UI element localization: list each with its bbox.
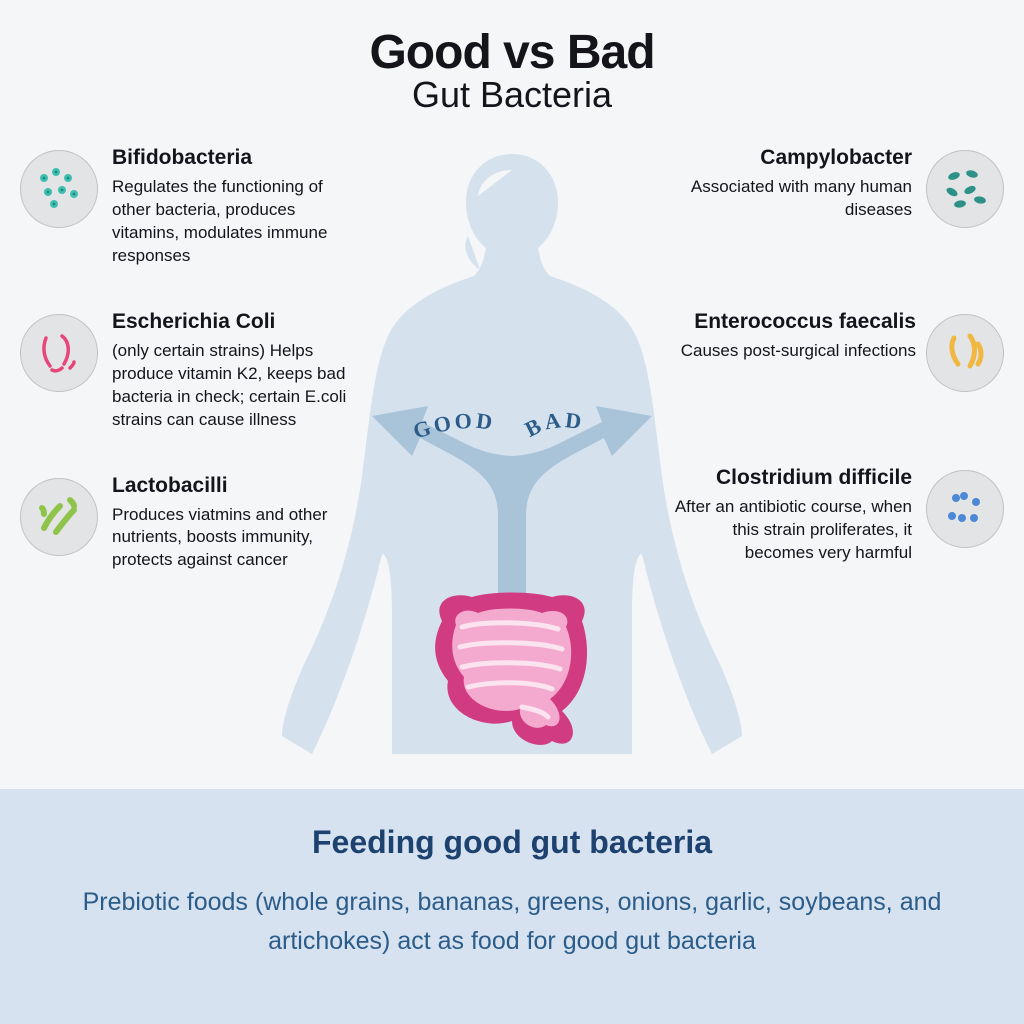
bad-item-campylobacter: Campylobacter Associated with many human… xyxy=(674,146,1004,228)
bad-bacteria-column: Campylobacter Associated with many human… xyxy=(674,146,1004,565)
footer-body: Prebiotic foods (whole grains, bananas, … xyxy=(80,883,944,961)
item-name: Enterococcus faecalis xyxy=(674,310,916,334)
campylobacter-icon xyxy=(926,150,1004,228)
item-desc: Causes post-surgical infections xyxy=(674,340,916,363)
item-desc: Regulates the functioning of other bacte… xyxy=(112,176,350,268)
footer-band: Feeding good gut bacteria Prebiotic food… xyxy=(0,789,1024,1024)
bifidobacteria-icon xyxy=(20,150,98,228)
good-bacteria-column: Bifidobacteria Regulates the functioning… xyxy=(20,146,350,572)
title-subtitle: Gut Bacteria xyxy=(0,74,1024,116)
item-desc: Associated with many human diseases xyxy=(674,176,912,222)
enterococcus-icon xyxy=(926,314,1004,392)
bad-item-enterococcus: Enterococcus faecalis Causes post-surgic… xyxy=(674,310,1004,392)
good-item-lactobacilli: Lactobacilli Produces viatmins and other… xyxy=(20,474,350,573)
lactobacilli-icon xyxy=(20,478,98,556)
item-name: Clostridium difficile xyxy=(674,466,912,490)
content-area: GOOD BAD xyxy=(0,116,1024,756)
body-silhouette: GOOD BAD xyxy=(282,136,742,756)
ecoli-icon xyxy=(20,314,98,392)
item-desc: After an antibiotic course, when this st… xyxy=(674,496,912,565)
item-name: Lactobacilli xyxy=(112,474,350,498)
good-item-bifidobacteria: Bifidobacteria Regulates the functioning… xyxy=(20,146,350,268)
item-name: Bifidobacteria xyxy=(112,146,350,170)
item-name: Escherichia Coli xyxy=(112,310,350,334)
item-desc: (only certain strains) Helps produce vit… xyxy=(112,340,350,432)
bad-item-cdiff: Clostridium difficile After an antibioti… xyxy=(674,466,1004,565)
title-block: Good vs Bad Gut Bacteria xyxy=(0,0,1024,116)
cdiff-icon xyxy=(926,470,1004,548)
footer-title: Feeding good gut bacteria xyxy=(80,824,944,861)
title-main: Good vs Bad xyxy=(0,25,1024,80)
good-item-ecoli: Escherichia Coli (only certain strains) … xyxy=(20,310,350,432)
item-name: Campylobacter xyxy=(674,146,912,170)
item-desc: Produces viatmins and other nutrients, b… xyxy=(112,504,350,573)
